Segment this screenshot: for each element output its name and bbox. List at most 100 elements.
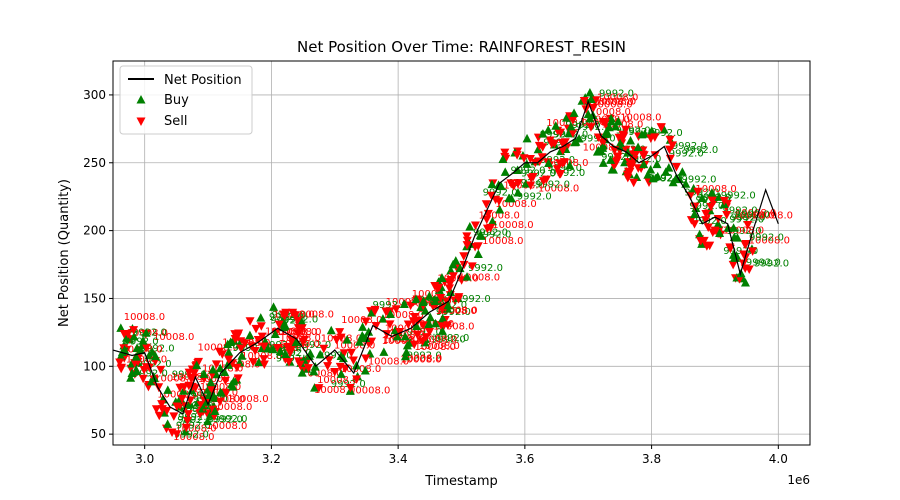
buy-marker (354, 337, 364, 346)
sell-marker (417, 337, 427, 346)
buy-marker (615, 138, 625, 147)
buy-marker (476, 231, 486, 240)
buy-marker (496, 181, 506, 191)
sell-marker (500, 152, 510, 162)
buy-price-label: 9992.0 (413, 295, 448, 306)
buy-price-label: 9992.0 (727, 226, 762, 237)
sell-marker (175, 383, 185, 393)
sell-marker (656, 123, 666, 133)
buy-marker (593, 146, 603, 155)
sell-marker (702, 242, 712, 251)
sell-price-label: 10008.0 (495, 199, 536, 210)
buy-marker (729, 223, 739, 232)
buy-marker (648, 173, 658, 183)
sell-marker (172, 402, 182, 412)
sell-marker (154, 411, 164, 421)
buy-marker (338, 353, 348, 363)
sell-marker (395, 327, 405, 337)
buy-marker (437, 273, 447, 282)
sell-marker (686, 216, 696, 225)
buy-marker (360, 365, 370, 375)
x-axis-label: Timestamp (424, 474, 498, 489)
sell-price-label: 10008.0 (416, 335, 457, 346)
buy-marker (129, 332, 139, 341)
sell-marker (513, 179, 523, 188)
buy-marker (237, 351, 247, 360)
buy-price-label: 9992.0 (434, 333, 469, 344)
sell-marker (412, 330, 422, 340)
sell-marker (220, 376, 230, 386)
buy-marker (602, 126, 612, 136)
buy-marker (437, 326, 447, 335)
buy-marker (643, 170, 653, 179)
buy-marker (342, 335, 352, 344)
buy-marker (633, 142, 643, 152)
y-tick-label: 200 (83, 224, 106, 238)
buy-marker (647, 126, 657, 135)
sell-marker (348, 356, 358, 366)
sell-marker (245, 317, 255, 326)
sell-marker (361, 317, 371, 327)
buy-marker (565, 160, 575, 170)
sell-marker (295, 360, 305, 370)
buy-marker (336, 369, 346, 378)
legend-label-net-position: Net Position (164, 73, 242, 88)
sell-price-label: 10008.0 (400, 354, 441, 365)
buy-marker (500, 167, 510, 176)
buy-marker (487, 179, 497, 189)
buy-marker (661, 167, 671, 176)
sell-price-label: 10008.0 (124, 312, 165, 323)
sell-marker (586, 123, 596, 132)
sell-marker (599, 136, 609, 145)
sell-marker (141, 363, 151, 372)
sell-marker (600, 119, 610, 128)
x-tick-label: 3.4 (389, 452, 408, 466)
sell-marker (371, 322, 381, 331)
buy-marker (215, 363, 225, 373)
buy-marker (364, 327, 374, 336)
buy-marker (411, 294, 421, 303)
buy-marker (446, 287, 456, 297)
sell-price-label: 10008.0 (401, 353, 442, 364)
buy-price-label: 9992.0 (517, 192, 552, 203)
buy-marker (639, 159, 649, 169)
buy-marker (309, 366, 319, 376)
sell-price-label: 10008.0 (415, 342, 456, 353)
x-tick-label: 4.0 (769, 452, 788, 466)
buy-marker (551, 121, 561, 130)
buy-price-label: 9992.0 (735, 210, 770, 221)
buy-marker (361, 333, 371, 342)
buy-price-label: 9992.0 (318, 350, 353, 361)
sell-marker (409, 340, 419, 350)
sell-marker (274, 320, 284, 330)
buy-price-label: 9992.0 (456, 294, 491, 305)
sell-marker (706, 202, 716, 212)
sell-marker (332, 336, 342, 345)
sell-price-label: 10008.0 (723, 226, 764, 237)
sell-price-label: 10008.0 (482, 236, 523, 247)
sell-price-label: 10008.0 (173, 432, 214, 443)
buy-marker (270, 329, 280, 338)
sell-marker (473, 242, 483, 251)
buy-marker (275, 346, 285, 356)
sell-price-label: 10008.0 (197, 387, 238, 398)
buy-price-label: 9992.0 (407, 327, 442, 338)
buy-marker (254, 357, 264, 366)
sell-price-label: 10008.0 (386, 297, 427, 308)
y-tick-label: 50 (91, 427, 106, 441)
sell-price-label: 10008.0 (154, 374, 195, 385)
sell-marker (626, 159, 636, 169)
sell-marker (558, 146, 568, 155)
buy-marker (310, 383, 320, 392)
buy-price-label: 9992.0 (535, 179, 570, 190)
sell-price-label: 10008.0 (206, 421, 247, 432)
sell-price-label: 10008.0 (602, 120, 643, 131)
sell-marker (228, 359, 238, 368)
buy-price-label: 9992.0 (648, 174, 683, 185)
buy-price-label: 9992.0 (682, 175, 717, 186)
sell-price-label: 10008.0 (368, 356, 409, 367)
sell-marker (486, 223, 496, 233)
sell-marker (696, 237, 706, 246)
buy-marker (199, 369, 209, 378)
sell-marker (259, 360, 269, 369)
